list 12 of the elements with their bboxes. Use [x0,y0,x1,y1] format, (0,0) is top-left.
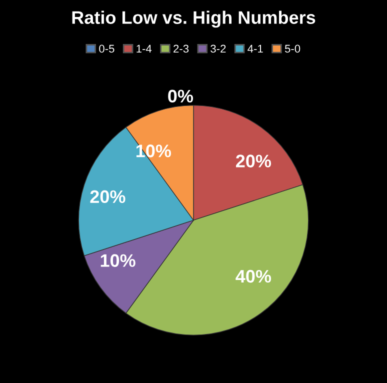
legend-label: 0-5 [99,44,114,53]
legend-label: 1-4 [136,44,152,53]
legend-label: 2-3 [174,44,189,53]
text: 0% [168,90,194,103]
legend-label: 4-1 [248,44,263,53]
data-label: 20% [236,154,272,168]
data-label: 20% [90,190,126,204]
data-label: 40% [236,270,272,283]
legend-label: 3-2 [210,44,226,53]
data-label: 10% [100,254,136,267]
chart-title: Ratio Low vs. High Numbers [72,10,316,28]
legend-label: 5-0 [284,44,300,53]
